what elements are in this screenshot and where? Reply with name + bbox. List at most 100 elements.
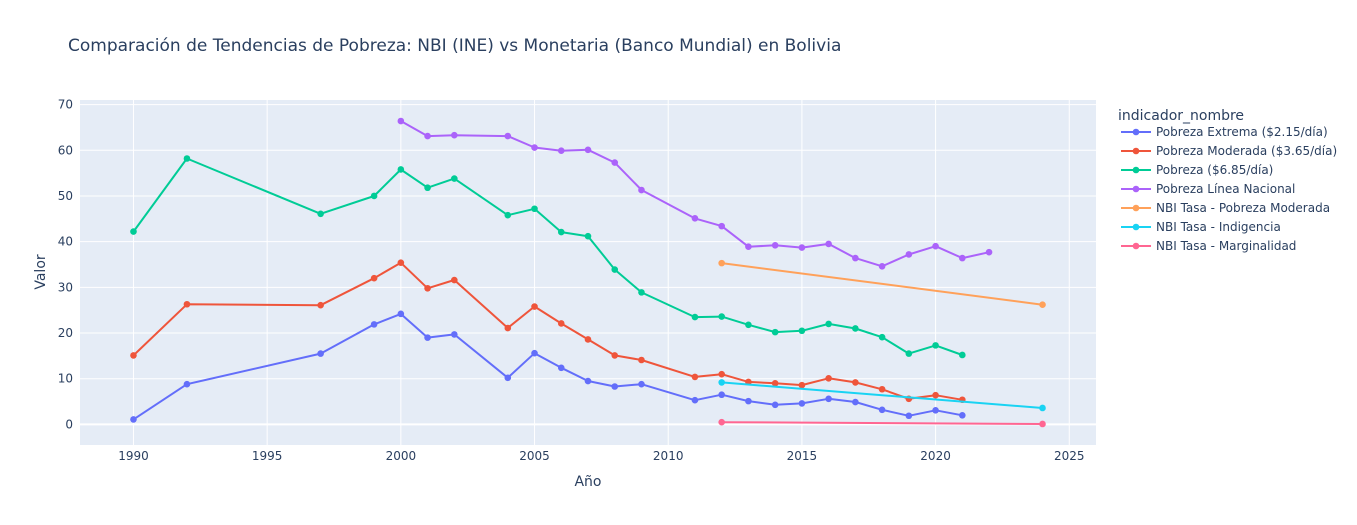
data-point[interactable] [959, 254, 966, 262]
data-point[interactable] [451, 131, 458, 139]
data-point[interactable] [718, 391, 725, 399]
data-point[interactable] [932, 242, 939, 250]
data-point[interactable] [370, 192, 378, 200]
legend-item[interactable]: NBI Tasa - Marginalidad [1121, 239, 1296, 253]
data-point[interactable] [638, 380, 645, 388]
data-point[interactable] [932, 391, 939, 399]
data-point[interactable] [718, 259, 725, 267]
data-point[interactable] [852, 254, 859, 262]
data-point[interactable] [584, 377, 592, 385]
data-point[interactable] [771, 401, 779, 409]
data-point[interactable] [1039, 404, 1046, 412]
data-point[interactable] [771, 328, 779, 336]
legend-item[interactable]: NBI Tasa - Indigencia [1121, 220, 1281, 234]
data-point[interactable] [451, 276, 458, 284]
data-point[interactable] [878, 263, 886, 270]
legend-item[interactable]: Pobreza Moderada ($3.65/día) [1121, 144, 1337, 158]
data-point[interactable] [852, 325, 859, 332]
data-point[interactable] [370, 274, 378, 282]
data-point[interactable] [932, 342, 939, 349]
data-point[interactable] [424, 132, 431, 140]
data-point[interactable] [611, 352, 619, 359]
legend-item[interactable]: Pobreza ($6.85/día) [1121, 163, 1273, 177]
data-point[interactable] [771, 380, 779, 387]
data-point[interactable] [531, 303, 538, 310]
data-point[interactable] [1039, 420, 1046, 428]
data-point[interactable] [504, 374, 512, 382]
legend-item[interactable]: Pobreza Línea Nacional [1121, 182, 1295, 196]
data-point[interactable] [691, 313, 699, 321]
data-point[interactable] [557, 320, 565, 327]
data-point[interactable] [397, 117, 405, 125]
data-point[interactable] [878, 333, 886, 341]
data-point[interactable] [638, 186, 645, 194]
data-point[interactable] [825, 320, 832, 328]
data-point[interactable] [531, 349, 538, 357]
data-point[interactable] [183, 155, 191, 162]
data-point[interactable] [504, 211, 512, 219]
data-point[interactable] [852, 379, 859, 386]
data-point[interactable] [771, 242, 779, 249]
data-point[interactable] [424, 284, 431, 292]
data-point[interactable] [691, 396, 699, 404]
data-point[interactable] [959, 351, 966, 359]
data-point[interactable] [985, 248, 993, 256]
data-point[interactable] [317, 210, 324, 218]
data-point[interactable] [878, 385, 886, 393]
data-point[interactable] [370, 321, 378, 328]
data-point[interactable] [130, 416, 137, 423]
data-point[interactable] [611, 266, 619, 273]
data-point[interactable] [718, 418, 725, 426]
data-point[interactable] [584, 232, 592, 240]
data-point[interactable] [745, 243, 752, 250]
data-point[interactable] [638, 289, 645, 296]
legend[interactable]: indicador_nombre Pobreza Extrema ($2.15/… [1118, 108, 1337, 253]
data-point[interactable] [718, 379, 725, 386]
data-point[interactable] [130, 228, 137, 235]
data-point[interactable] [905, 412, 913, 420]
data-point[interactable] [557, 364, 565, 372]
data-point[interactable] [183, 380, 191, 388]
data-point[interactable] [130, 352, 137, 359]
data-point[interactable] [878, 406, 886, 414]
data-point[interactable] [611, 159, 619, 166]
data-point[interactable] [451, 331, 458, 338]
data-point[interactable] [798, 400, 806, 407]
data-point[interactable] [798, 244, 806, 251]
data-point[interactable] [932, 406, 939, 414]
data-point[interactable] [317, 350, 324, 357]
data-point[interactable] [557, 147, 565, 155]
data-point[interactable] [611, 383, 619, 390]
data-point[interactable] [852, 398, 859, 406]
data-point[interactable] [1039, 301, 1046, 309]
legend-item[interactable]: Pobreza Extrema ($2.15/día) [1121, 125, 1328, 139]
data-point[interactable] [531, 205, 538, 213]
data-point[interactable] [424, 334, 431, 341]
data-point[interactable] [397, 259, 405, 266]
data-point[interactable] [531, 144, 538, 151]
data-point[interactable] [745, 321, 752, 329]
data-point[interactable] [397, 166, 405, 173]
data-point[interactable] [691, 215, 699, 222]
data-point[interactable] [959, 411, 966, 419]
data-point[interactable] [451, 175, 458, 182]
data-point[interactable] [798, 381, 806, 389]
data-point[interactable] [825, 395, 832, 403]
data-point[interactable] [397, 310, 405, 318]
data-point[interactable] [504, 132, 512, 140]
data-point[interactable] [825, 374, 832, 382]
data-point[interactable] [584, 146, 592, 154]
data-point[interactable] [718, 222, 725, 230]
data-point[interactable] [183, 300, 191, 308]
data-point[interactable] [317, 301, 324, 309]
data-point[interactable] [638, 356, 645, 364]
data-point[interactable] [718, 370, 725, 378]
data-point[interactable] [825, 240, 832, 248]
data-point[interactable] [504, 324, 512, 332]
data-point[interactable] [798, 327, 806, 335]
data-point[interactable] [691, 373, 699, 381]
legend-item[interactable]: NBI Tasa - Pobreza Moderada [1121, 201, 1330, 215]
data-point[interactable] [424, 184, 431, 192]
data-point[interactable] [745, 397, 752, 405]
data-point[interactable] [718, 313, 725, 320]
